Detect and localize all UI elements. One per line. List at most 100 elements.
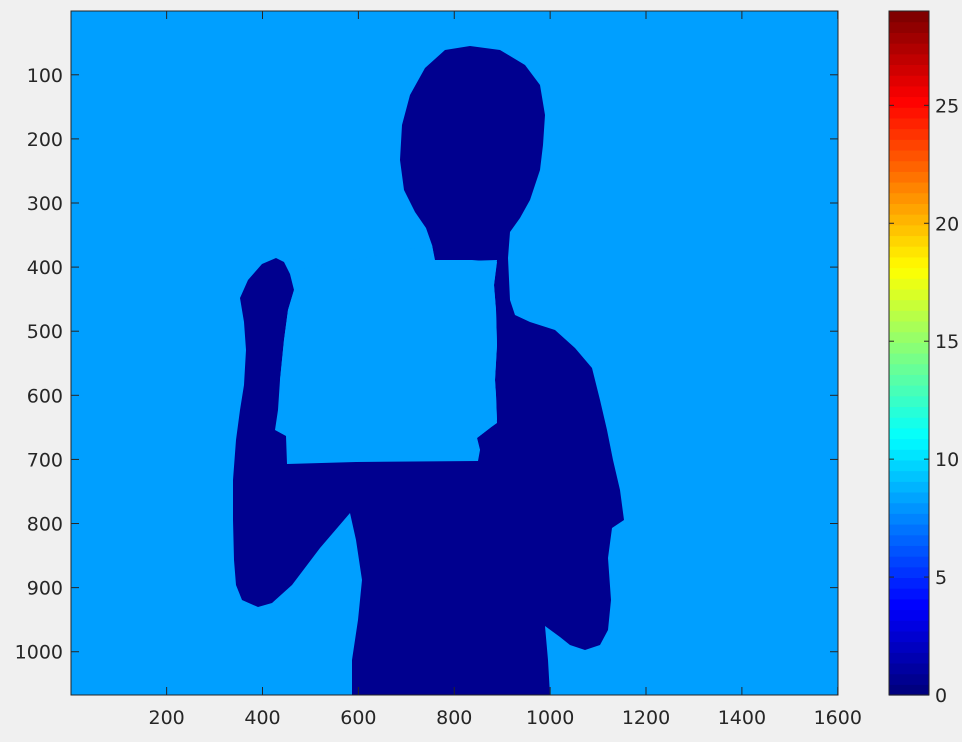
colorbar-step — [889, 577, 929, 589]
x-tick-label: 1600 — [814, 707, 862, 729]
colorbar-step — [889, 342, 929, 354]
colorbar-step — [889, 513, 929, 525]
colorbar-step — [889, 299, 929, 311]
colorbar-step — [889, 491, 929, 504]
colorbar-ticks: 0 5 10 15 20 25 — [889, 95, 959, 707]
y-tick-label: 100 — [27, 65, 63, 87]
colorbar-step — [889, 64, 929, 76]
colorbar-step — [889, 417, 929, 429]
colorbar-step — [889, 502, 929, 514]
colorbar-gradient — [889, 11, 929, 696]
colorbar-step — [889, 139, 929, 151]
colorbar-step — [889, 630, 929, 643]
colorbar-step — [889, 320, 929, 333]
y-tick-label: 900 — [27, 578, 63, 600]
colorbar[interactable]: 0 5 10 15 20 25 — [888, 10, 959, 707]
axes: 200 400 600 800 1000 1200 1400 1600 100 200 300 40… — [15, 10, 862, 729]
colorbar-tick-label: 0 — [935, 685, 947, 707]
colorbar-step — [889, 331, 929, 343]
x-tick-label: 1000 — [526, 707, 574, 729]
x-axis-ticks: 200 400 600 800 1000 1200 1400 1600 — [149, 11, 862, 729]
colorbar-step — [889, 598, 929, 611]
colorbar-step — [889, 267, 929, 279]
colorbar-step — [889, 609, 929, 621]
x-tick-label: 1200 — [622, 707, 670, 729]
colorbar-step — [889, 545, 929, 557]
colorbar-step — [889, 214, 929, 226]
colorbar-step — [889, 224, 929, 237]
colorbar-step — [889, 96, 929, 108]
colorbar-step — [889, 53, 929, 66]
x-tick-label: 800 — [436, 707, 472, 729]
colorbar-step — [889, 11, 929, 23]
colorbar-step — [889, 438, 929, 450]
colorbar-step — [889, 160, 929, 172]
colorbar-tick-label: 5 — [935, 567, 947, 589]
colorbar-step — [889, 481, 929, 493]
colorbar-step — [889, 182, 929, 194]
colorbar-step — [889, 75, 929, 87]
colorbar-step — [889, 256, 929, 269]
colorbar-step — [889, 128, 929, 140]
colorbar-step — [889, 171, 929, 183]
colorbar-frame — [888, 10, 930, 696]
colorbar-step — [889, 246, 929, 258]
person-silhouette — [233, 46, 624, 695]
colorbar-step — [889, 620, 929, 632]
y-tick-label: 700 — [27, 449, 63, 471]
colorbar-step — [889, 684, 929, 696]
y-tick-label: 400 — [27, 257, 63, 279]
colorbar-step — [889, 459, 929, 472]
colorbar-step — [889, 203, 929, 215]
colorbar-step — [889, 353, 929, 365]
colorbar-step — [889, 524, 929, 536]
colorbar-step — [889, 534, 929, 546]
colorbar-step — [889, 43, 929, 55]
colorbar-tick-label: 15 — [935, 331, 959, 353]
x-tick-label: 400 — [244, 707, 280, 729]
colorbar-step — [889, 288, 929, 301]
y-axis-ticks: 100 200 300 400 500 600 700 800 900 1000 — [15, 65, 838, 664]
x-tick-label: 1400 — [718, 707, 766, 729]
y-tick-label: 200 — [27, 129, 63, 151]
y-tick-label: 1000 — [15, 642, 63, 664]
colorbar-step — [889, 566, 929, 579]
colorbar-step — [889, 652, 929, 664]
colorbar-step — [889, 673, 929, 685]
colorbar-step — [889, 310, 929, 322]
colorbar-step — [889, 107, 929, 119]
colorbar-step — [889, 406, 929, 418]
x-tick-label: 600 — [340, 707, 376, 729]
silhouette-body-region — [233, 46, 624, 695]
held-paper-region — [275, 245, 497, 464]
y-tick-label: 800 — [27, 514, 63, 536]
colorbar-step — [889, 588, 929, 600]
colorbar-step — [889, 149, 929, 162]
colorbar-step — [889, 662, 929, 675]
colorbar-step — [889, 385, 929, 397]
colorbar-step — [889, 395, 929, 408]
colorbar-tick-label: 10 — [935, 449, 959, 471]
colorbar-step — [889, 556, 929, 568]
colorbar-step — [889, 449, 929, 461]
colorbar-step — [889, 374, 929, 386]
colorbar-step — [889, 278, 929, 290]
colorbar-step — [889, 21, 929, 33]
colorbar-tick-label: 20 — [935, 213, 959, 235]
colorbar-step — [889, 427, 929, 440]
y-tick-label: 300 — [27, 193, 63, 215]
colorbar-step — [889, 641, 929, 653]
colorbar-step — [889, 235, 929, 247]
colorbar-tick-label: 25 — [935, 95, 959, 117]
y-tick-label: 500 — [27, 321, 63, 343]
image-plot[interactable] — [71, 11, 838, 695]
colorbar-step — [889, 32, 929, 44]
x-tick-label: 200 — [149, 707, 185, 729]
colorbar-step — [889, 192, 929, 204]
colorbar-step — [889, 470, 929, 482]
y-tick-label: 600 — [27, 385, 63, 407]
colorbar-step — [889, 117, 929, 130]
colorbar-step — [889, 85, 929, 98]
colorbar-step — [889, 363, 929, 375]
